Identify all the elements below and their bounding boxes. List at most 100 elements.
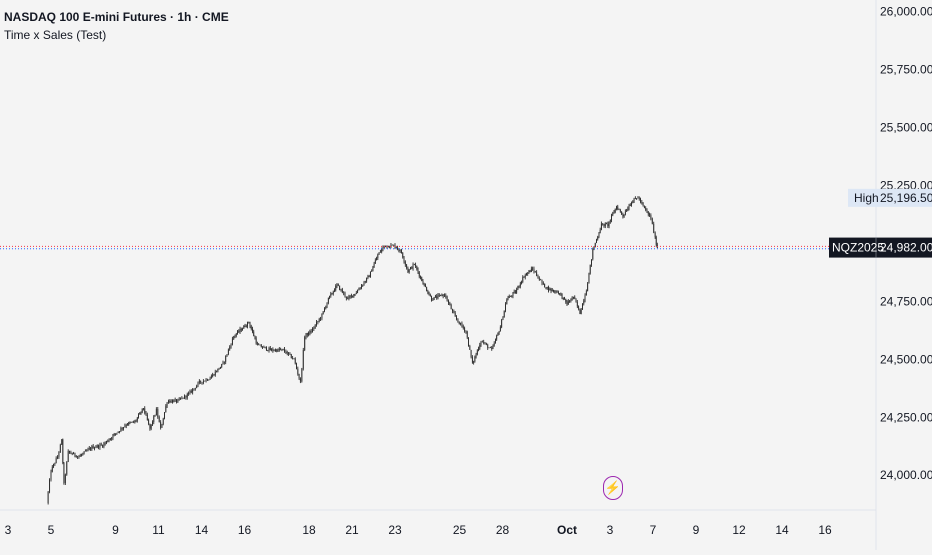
- candle-body: [71, 453, 73, 455]
- candle-body: [401, 250, 402, 254]
- candle-body: [574, 296, 576, 299]
- candle-body: [109, 438, 111, 440]
- candle-body: [394, 244, 396, 247]
- time-tick-label: 14: [775, 523, 789, 537]
- lightning-bolt-icon[interactable]: ⚡: [603, 476, 623, 500]
- time-axis[interactable]: 3 5 9 11 14 16 18 21 23 25 28 Oct 3 7 9 12 14 16: [5, 523, 832, 537]
- candle-body: [423, 284, 425, 285]
- candle-body: [415, 264, 417, 267]
- candle-body: [169, 401, 171, 403]
- candle-body: [471, 357, 473, 363]
- candle-body: [588, 273, 590, 284]
- candle-body: [57, 456, 58, 459]
- candle-body: [350, 295, 352, 297]
- candle-body: [208, 379, 210, 381]
- candle-body: [600, 223, 602, 230]
- candle-body: [649, 214, 651, 216]
- candle-body: [412, 264, 414, 269]
- candle-body: [530, 268, 532, 272]
- candle-body: [339, 285, 341, 290]
- candle-body: [636, 198, 638, 199]
- candle-body: [237, 331, 238, 334]
- symbol-title[interactable]: NASDAQ 100 E-mini Futures · 1h · CME: [4, 10, 229, 24]
- candle-body: [398, 249, 400, 251]
- candle-body: [217, 368, 219, 372]
- candle-body: [484, 343, 486, 344]
- candle-body: [488, 347, 490, 349]
- candle-body: [617, 206, 619, 210]
- candle-body: [494, 339, 496, 344]
- candle-body: [514, 291, 516, 293]
- candle-body: [367, 276, 369, 278]
- candle-body: [485, 343, 487, 345]
- candle-body: [344, 293, 346, 297]
- candle-body: [578, 306, 580, 309]
- candle-body: [583, 300, 585, 304]
- candle-body: [54, 463, 56, 465]
- candle-body: [117, 431, 119, 433]
- candle-body: [521, 281, 522, 284]
- candle-body: [278, 348, 280, 350]
- candle-body: [190, 391, 192, 393]
- candle-body: [269, 348, 271, 351]
- candle-body: [642, 202, 644, 206]
- candle-body: [242, 328, 243, 331]
- candle-body: [559, 293, 561, 294]
- candle-body: [324, 308, 325, 312]
- candle-body: [377, 254, 379, 259]
- candle-body: [213, 374, 215, 376]
- candle-body: [245, 326, 247, 327]
- last-price-tag-box: [829, 237, 932, 258]
- candle-body: [345, 296, 347, 299]
- time-tick-label: 12: [732, 523, 746, 537]
- candle-body: [100, 444, 102, 446]
- candle-body: [372, 267, 374, 272]
- indicator-name[interactable]: Time x Sales (Test): [4, 28, 107, 42]
- candle-body: [452, 309, 453, 311]
- candle-body: [250, 326, 252, 329]
- candle-body: [554, 290, 556, 292]
- candle-body: [555, 290, 557, 293]
- candle-body: [128, 422, 130, 425]
- candle-body: [268, 348, 270, 351]
- candle-body: [310, 331, 312, 333]
- candle-body: [201, 382, 203, 383]
- candle-body: [602, 223, 604, 225]
- candle-body: [570, 300, 572, 302]
- candle-body: [391, 244, 393, 246]
- price-tick-label: 25,750.00: [880, 63, 932, 77]
- candle-body: [79, 455, 81, 457]
- candle-body: [503, 310, 505, 318]
- candle-body: [537, 275, 539, 279]
- candle-body: [643, 205, 645, 208]
- candle-body: [249, 322, 251, 327]
- candle-body: [618, 209, 620, 211]
- candle-body: [229, 346, 231, 350]
- candle-body: [580, 309, 582, 314]
- candle-body: [84, 450, 86, 452]
- candle-body: [638, 197, 640, 199]
- candle-body: [567, 301, 569, 305]
- candle-body: [389, 247, 391, 248]
- candle-body: [524, 275, 526, 278]
- candle-body: [445, 295, 447, 297]
- candle-body: [457, 319, 459, 322]
- candle-body: [440, 294, 442, 296]
- candle-body: [210, 376, 212, 379]
- candle-body: [47, 491, 49, 504]
- price-axis[interactable]: 24,000.0024,250.0024,500.0024,750.0025,0…: [880, 5, 932, 483]
- candle-body: [285, 351, 287, 354]
- candle-body: [113, 433, 115, 436]
- candle-body: [441, 294, 443, 297]
- candle-body: [566, 301, 568, 305]
- time-tick-label: Oct: [557, 523, 577, 537]
- candle-body: [353, 294, 355, 297]
- candle-body: [258, 344, 260, 346]
- candle-body: [146, 414, 148, 420]
- candle-body: [221, 364, 223, 367]
- candle-body: [255, 338, 257, 344]
- candle-body: [565, 298, 567, 302]
- candle-body: [640, 198, 641, 203]
